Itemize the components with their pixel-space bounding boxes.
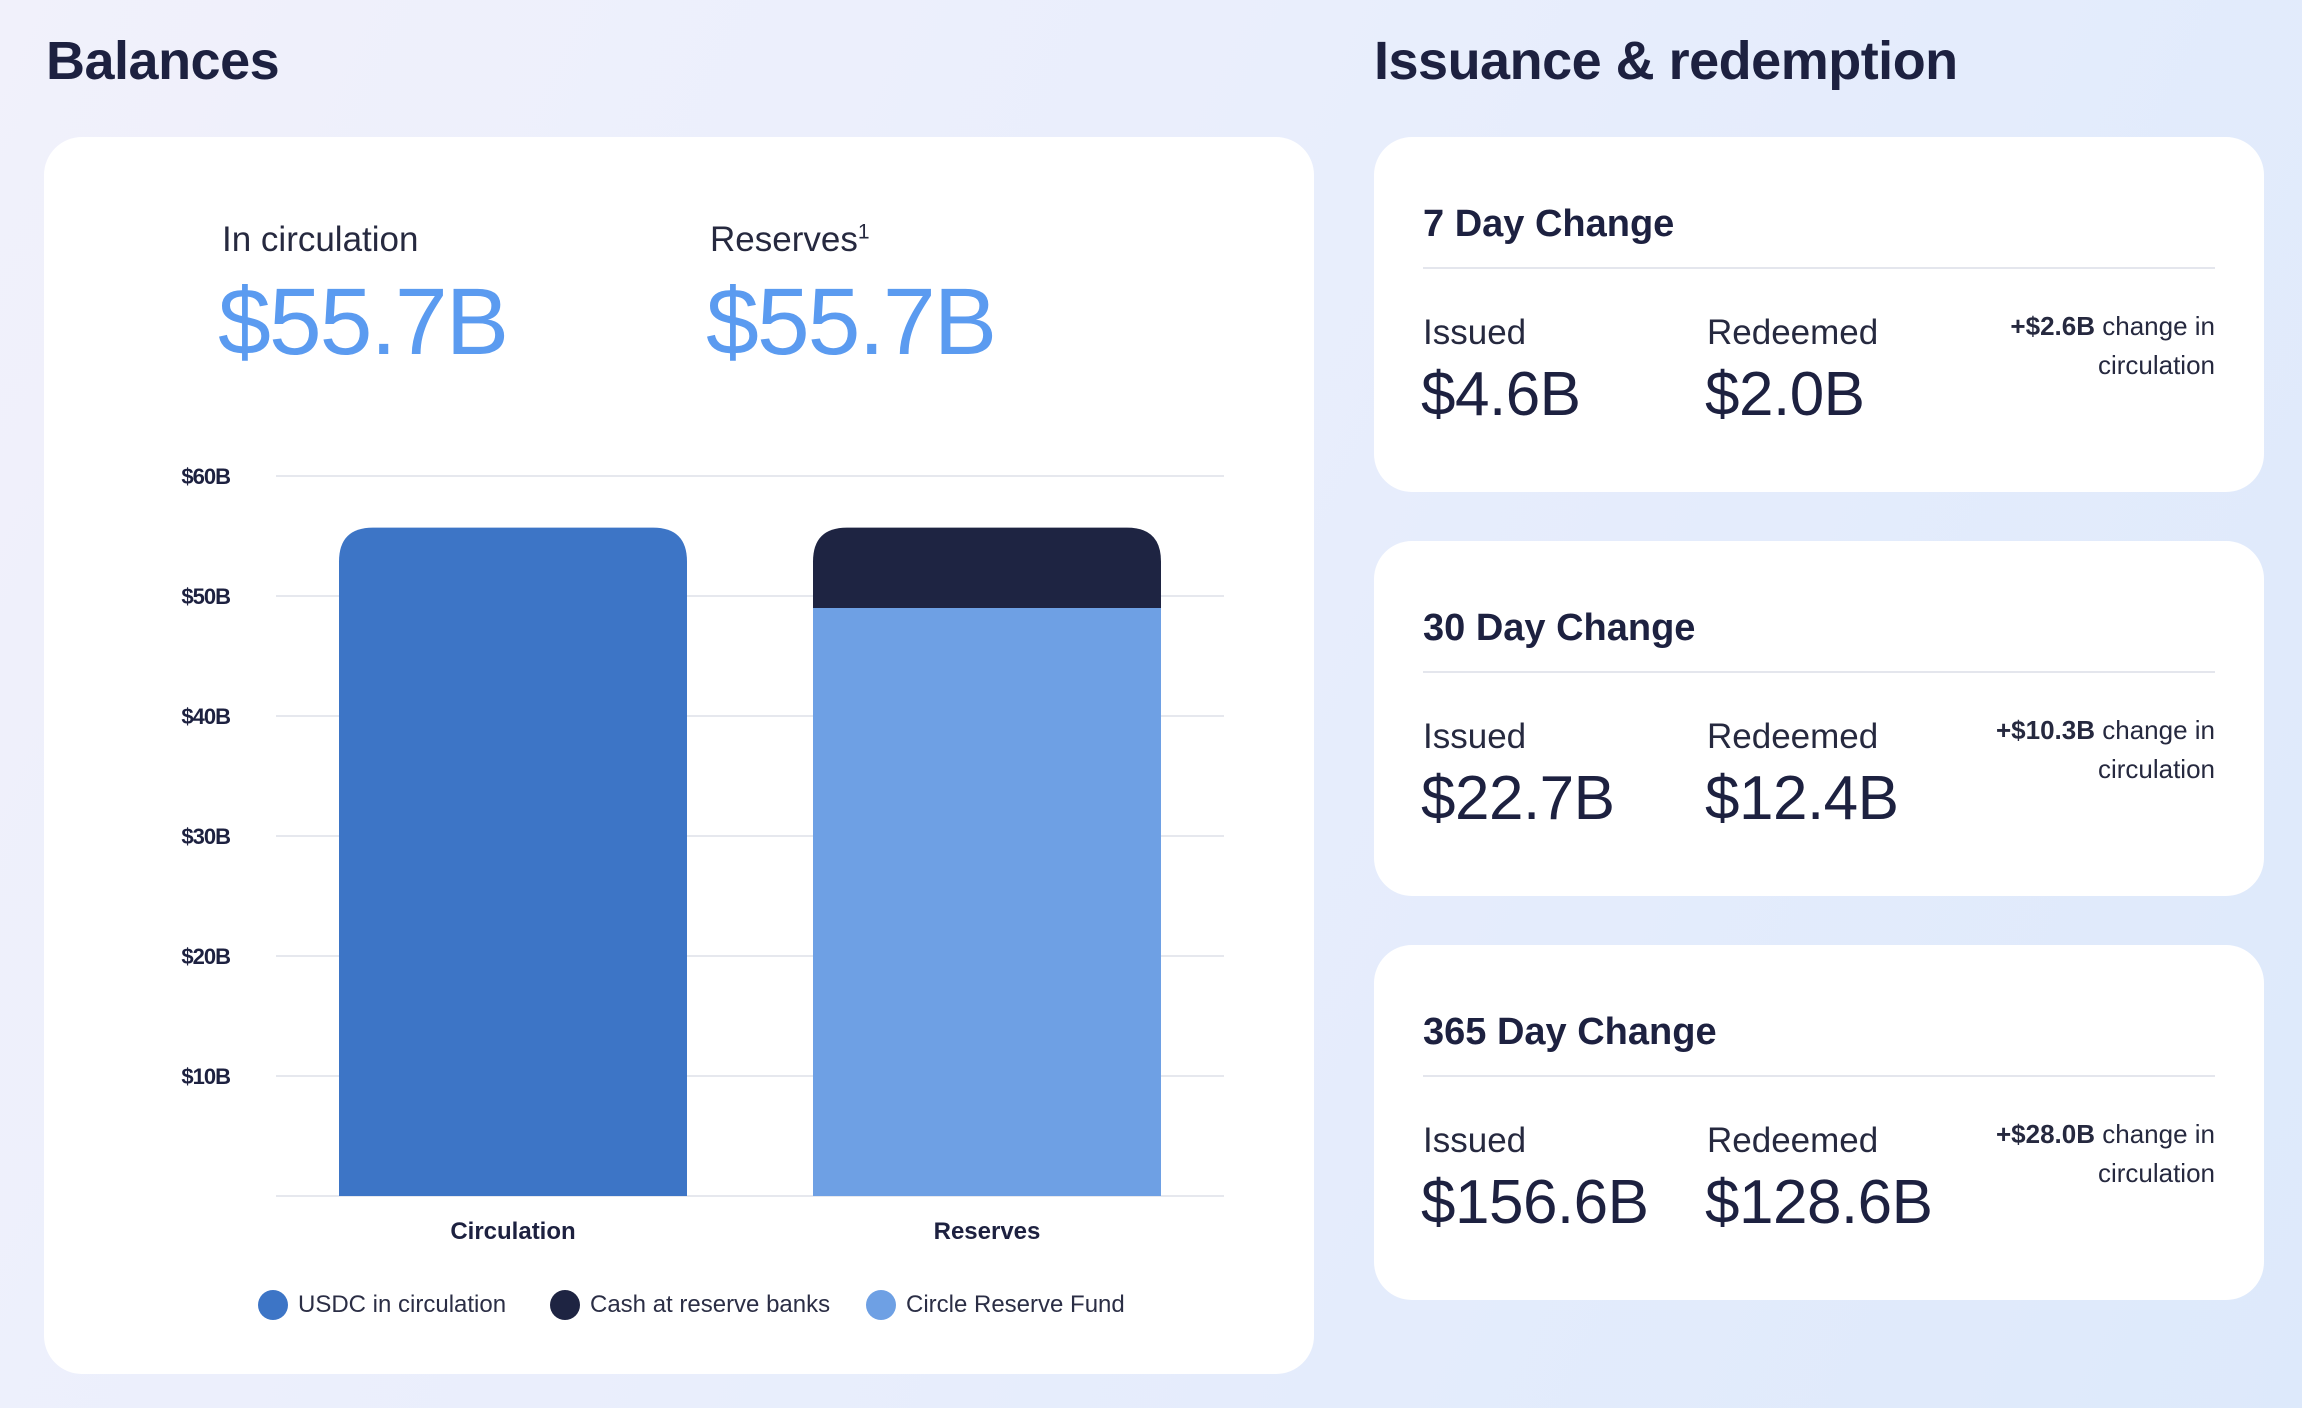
balances-title: Balances [46, 31, 280, 91]
legend-dot-usdc [258, 1290, 288, 1320]
bar-circulation-usdc-in-circulation [339, 527, 687, 1196]
bar-reserves-cash-at-reserve-banks [813, 527, 1161, 608]
y-tick-label: $40B [181, 704, 230, 729]
change-card-title: 365 Day Change [1423, 1011, 1717, 1053]
legend-label-cash: Cash at reserve banks [590, 1291, 831, 1318]
legend-dot-fund [866, 1290, 896, 1320]
bar-reserves-circle-reserve-fund [813, 608, 1161, 1196]
redeemed-value: $128.6B [1705, 1168, 1933, 1237]
y-tick-label: $50B [181, 584, 230, 609]
issuance-title: Issuance & redemption [1374, 31, 1958, 91]
reserves-label-text: Reserves [710, 220, 858, 259]
change-card-title: 7 Day Change [1423, 203, 1675, 245]
change-note: +$28.0B change in circulation [1955, 1115, 2215, 1193]
issued-value: $156.6B [1421, 1168, 1649, 1237]
reserves-label: Reserves1 [710, 220, 870, 260]
change-suffix: change in circulation [2097, 715, 2215, 784]
issued-label: Issued [1423, 313, 1527, 352]
divider [1423, 671, 2215, 673]
change-value: +$10.3B [1995, 715, 2095, 745]
y-tick-label: $20B [181, 944, 230, 969]
circulation-value: $55.7B [218, 269, 509, 375]
divider [1423, 1075, 2215, 1077]
legend-item-cash: Cash at reserve banks [550, 1287, 830, 1323]
redeemed-value: $2.0B [1705, 360, 1865, 429]
x-category-label: Reserves [934, 1218, 1041, 1245]
redeemed-label: Redeemed [1707, 1121, 1879, 1160]
issued-value: $22.7B [1421, 764, 1615, 833]
redeemed-label: Redeemed [1707, 313, 1879, 352]
change-value: +$2.6B [2010, 311, 2095, 341]
reserves-value: $55.7B [706, 269, 997, 375]
issued-label: Issued [1423, 1121, 1527, 1160]
legend-item-usdc: USDC in circulation [258, 1287, 506, 1323]
x-category-label: Circulation [450, 1218, 575, 1245]
circulation-label: In circulation [222, 220, 419, 259]
redeemed-value: $12.4B [1705, 764, 1899, 833]
y-tick-label: $60B [181, 464, 230, 489]
change-value: +$28.0B [1995, 1119, 2095, 1149]
change-suffix: change in circulation [2097, 311, 2215, 380]
redeemed-label: Redeemed [1707, 717, 1879, 756]
change-card-365d: 365 Day Change Issued $156.6B Redeemed $… [1374, 945, 2264, 1300]
change-suffix: change in circulation [2097, 1119, 2215, 1188]
reserves-footnote: 1 [857, 220, 870, 244]
y-tick-label: $30B [181, 824, 230, 849]
legend-label-fund: Circle Reserve Fund [906, 1291, 1125, 1318]
issued-label: Issued [1423, 717, 1527, 756]
change-card-title: 30 Day Change [1423, 607, 1696, 649]
y-tick-label: $10B [181, 1064, 230, 1089]
legend-label-usdc: USDC in circulation [298, 1291, 507, 1318]
legend-dot-cash [550, 1290, 580, 1320]
change-card-7d: 7 Day Change Issued $4.6B Redeemed $2.0B… [1374, 137, 2264, 492]
issued-value: $4.6B [1421, 360, 1581, 429]
divider [1423, 267, 2215, 269]
change-card-30d: 30 Day Change Issued $22.7B Redeemed $12… [1374, 541, 2264, 896]
change-note: +$10.3B change in circulation [1955, 711, 2215, 789]
change-note: +$2.6B change in circulation [1955, 307, 2215, 385]
legend-item-fund: Circle Reserve Fund [866, 1287, 1125, 1323]
balances-chart: $10B $20B $30B $40B $50B $60B Circulation Reser… [181, 464, 1224, 1245]
